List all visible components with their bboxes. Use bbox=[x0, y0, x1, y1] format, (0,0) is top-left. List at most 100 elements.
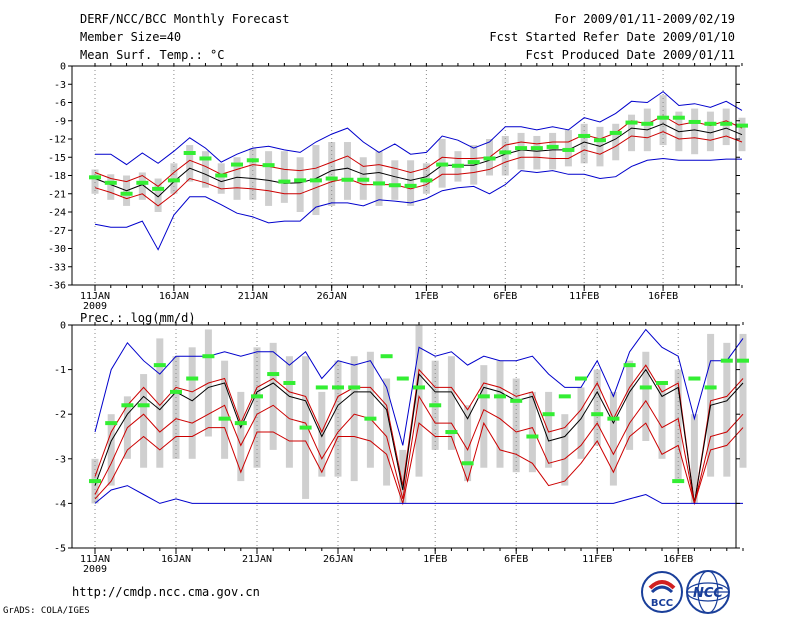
panel2-obs-mark bbox=[591, 412, 604, 417]
panel1-ytick-label: -36 bbox=[48, 281, 66, 292]
panel1-obs-mark bbox=[720, 121, 733, 126]
panel1-spread-bar bbox=[375, 151, 383, 206]
panel1-series-mean bbox=[94, 123, 743, 198]
panel1-obs-mark bbox=[451, 163, 464, 168]
panel1-obs-mark bbox=[436, 162, 449, 167]
panel1-spread-bar bbox=[107, 174, 115, 200]
panel1-series-min bbox=[94, 157, 742, 251]
panel2-spread-bar bbox=[480, 365, 488, 468]
panel2-ytick-label: -2 bbox=[54, 410, 66, 421]
panel2-obs-mark bbox=[510, 398, 523, 403]
panel1-spread-bar bbox=[343, 142, 351, 200]
panel2-spread-bar bbox=[399, 449, 407, 504]
panel2-spread-bar bbox=[593, 369, 601, 446]
panel1-spread-bar bbox=[328, 142, 336, 206]
panel2-xtick-label: 16JAN bbox=[161, 554, 191, 565]
panel1-obs-mark bbox=[609, 130, 622, 135]
panel1-xtick-label: 16JAN bbox=[159, 291, 189, 302]
panel1-spread-bar bbox=[580, 123, 588, 164]
panel1-spread-bar bbox=[391, 160, 399, 200]
panel2-obs-mark bbox=[396, 376, 409, 381]
panel2-spread-bar bbox=[156, 338, 164, 468]
grads-credit: GrADS: COLA/IGES bbox=[3, 606, 90, 616]
panel1-xtick-label: 6FEB bbox=[493, 291, 517, 302]
panel2-obs-mark bbox=[267, 372, 280, 377]
panel2-spread-bar bbox=[609, 391, 617, 486]
panel1-spread-bar bbox=[501, 135, 509, 176]
panel1-spread-bar bbox=[233, 157, 241, 200]
panel2-ytick-label: -4 bbox=[54, 499, 66, 510]
ncc-logo: NCC bbox=[684, 570, 732, 614]
panel1-obs-mark bbox=[735, 123, 748, 128]
panel1-ytick-label: -3 bbox=[54, 80, 66, 91]
panel1-obs-mark bbox=[294, 178, 307, 183]
panel1-obs-mark bbox=[499, 150, 512, 155]
panel1-obs-mark bbox=[120, 191, 133, 196]
panel1-spread-bar bbox=[265, 151, 273, 206]
panel1-ytick-label: -33 bbox=[48, 262, 66, 273]
panel2-ytick-label: -3 bbox=[54, 454, 66, 465]
panel2-obs-mark bbox=[477, 394, 490, 399]
panel1-obs-mark bbox=[562, 147, 575, 152]
panel1-obs-mark bbox=[215, 173, 228, 178]
panel2-series-upper bbox=[94, 364, 744, 504]
panel1-ytick-label: -12 bbox=[48, 135, 66, 146]
panel2-xtick-label: 16FEB bbox=[663, 554, 693, 565]
panel2-obs-mark bbox=[89, 479, 101, 484]
panel1-obs-mark bbox=[325, 176, 338, 181]
svg-text:NCC: NCC bbox=[693, 586, 723, 601]
panel2-spread-bar bbox=[334, 360, 342, 477]
panel2-spread-bar bbox=[723, 342, 731, 477]
panel2-spread-bar bbox=[528, 391, 536, 473]
panel1-spread-bar bbox=[549, 132, 557, 170]
panel2-spread-bar bbox=[107, 414, 115, 486]
panel2-spread-bar bbox=[318, 391, 326, 477]
source-url[interactable]: http://cmdp.ncc.cma.gov.cn bbox=[72, 585, 260, 599]
panel2-ytick-label: -1 bbox=[54, 365, 66, 376]
panel2-spread-bar bbox=[739, 333, 747, 468]
panel2-xtick-label: 6FEB bbox=[504, 554, 528, 565]
svg-text:BCC: BCC bbox=[651, 598, 673, 609]
panel1-xtick-label: 11JAN bbox=[80, 291, 110, 302]
panel2-spread-bar bbox=[383, 378, 391, 486]
panel2-obs-mark bbox=[413, 385, 425, 390]
panel1-obs-mark bbox=[136, 180, 149, 185]
panel2-xtick-label: 1FEB bbox=[423, 554, 447, 565]
panel1-obs-mark bbox=[625, 120, 638, 125]
panel2-obs-mark bbox=[234, 421, 247, 426]
panel1-obs-mark bbox=[388, 183, 401, 188]
panel2-spread-bar bbox=[447, 356, 455, 450]
panel2-ytick-label: -5 bbox=[54, 544, 66, 555]
panel2-spread-bar bbox=[545, 391, 553, 468]
panel2-spread-bar bbox=[269, 342, 277, 450]
panel2-spread-bar bbox=[464, 405, 472, 482]
panel1-spread-bar bbox=[138, 172, 146, 200]
panel1-obs-mark bbox=[278, 179, 291, 184]
bcc-logo: BCC bbox=[640, 570, 684, 614]
panel1-xtick-label: 1FEB bbox=[414, 291, 438, 302]
panel2-obs-mark bbox=[251, 394, 263, 399]
panel1-ytick-label: 0 bbox=[60, 62, 66, 73]
panel2-obs-mark bbox=[623, 363, 636, 368]
panel2-series-lower2 bbox=[94, 421, 744, 506]
panel2-obs-mark bbox=[315, 385, 328, 390]
panel2-obs-mark bbox=[737, 358, 749, 363]
panel2-obs-mark bbox=[380, 354, 393, 359]
panel1-spread-bar bbox=[722, 108, 730, 146]
panel2-obs-mark bbox=[526, 434, 539, 439]
panel1-spread-bar bbox=[280, 151, 288, 203]
panel1-ytick-label: -15 bbox=[48, 153, 66, 164]
panel2-obs-mark bbox=[121, 403, 134, 408]
panel2-spread-bar bbox=[188, 347, 196, 459]
panel1-obs-mark bbox=[546, 144, 559, 149]
panel1-spread-bar bbox=[407, 160, 415, 206]
panel2-obs-mark bbox=[704, 385, 717, 390]
panel2-obs-mark bbox=[672, 479, 685, 484]
panel2-obs-mark bbox=[656, 380, 668, 385]
panel1-xtick-label: 16FEB bbox=[648, 291, 678, 302]
panel1-spread-bar bbox=[296, 157, 304, 212]
panel1-obs-mark bbox=[483, 156, 496, 161]
panel2-ytick-label: 0 bbox=[60, 321, 66, 332]
panel1-xtick-label: 26JAN bbox=[317, 291, 347, 302]
panel1-xtick-label: 11FEB bbox=[569, 291, 599, 302]
